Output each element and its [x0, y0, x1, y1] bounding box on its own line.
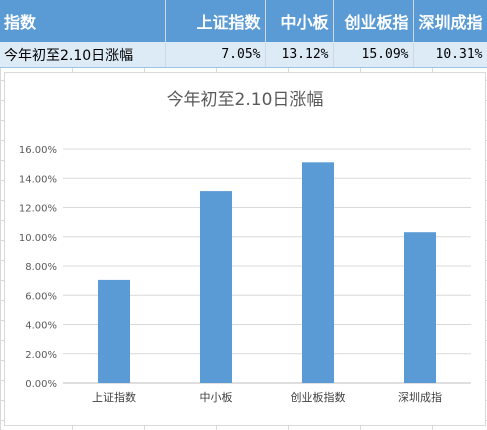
header-cell-shanghai[interactable]: 上证指数 — [165, 0, 266, 42]
x-tick-label: 深圳成指 — [398, 390, 442, 404]
value-cell-sme[interactable]: 13.12% — [265, 42, 334, 68]
y-tick-label: 0.00% — [25, 379, 57, 390]
value-cell-shanghai[interactable]: 7.05% — [165, 42, 266, 68]
bar[interactable] — [302, 162, 334, 383]
table-header-row: 指数 上证指数 中小板 创业板指 深圳成指 — [0, 0, 487, 42]
value-cell-chinext[interactable]: 15.09% — [333, 42, 414, 68]
y-tick-label: 10.00% — [19, 233, 57, 244]
y-tick-label: 8.00% — [25, 262, 57, 273]
bar-chart: 0.00% 2.00% 4.00% 6.00% 8.00% 10.00% 12.00% 14.… — [19, 145, 471, 404]
chart-title: 今年初至2.10日涨幅 — [166, 90, 324, 110]
bar[interactable] — [404, 232, 436, 383]
value-cell-shenzhen[interactable]: 10.31% — [413, 42, 487, 68]
y-tick-label: 16.00% — [19, 145, 57, 156]
data-table: 指数 上证指数 中小板 创业板指 深圳成指 今年初至2.10日涨幅 7.05% … — [0, 0, 487, 68]
y-tick-label: 12.00% — [19, 204, 57, 215]
x-tick-label: 中小板 — [200, 390, 233, 404]
header-cell-index[interactable]: 指数 — [0, 0, 166, 42]
y-tick-label: 2.00% — [25, 350, 57, 361]
header-cell-shenzhen[interactable]: 深圳成指 — [413, 0, 487, 42]
x-tick-label: 上证指数 — [92, 390, 136, 404]
y-tick-label: 14.00% — [19, 174, 57, 185]
y-tick-label: 4.00% — [25, 321, 57, 332]
bar[interactable] — [98, 279, 130, 383]
bar[interactable] — [200, 191, 232, 383]
y-tick-label: 6.00% — [25, 291, 57, 302]
table-row: 今年初至2.10日涨幅 7.05% 13.12% 15.09% 10.31% — [0, 42, 487, 68]
header-cell-sme[interactable]: 中小板 — [265, 0, 334, 42]
row-label-cell[interactable]: 今年初至2.10日涨幅 — [0, 42, 166, 68]
x-tick-label: 创业板指数 — [291, 390, 346, 404]
header-cell-chinext[interactable]: 创业板指 — [333, 0, 414, 42]
chart-container[interactable]: 今年初至2.10日涨幅 0.00% 2.00% 4.00% 6.00% 8.00% 10.… — [4, 72, 486, 426]
